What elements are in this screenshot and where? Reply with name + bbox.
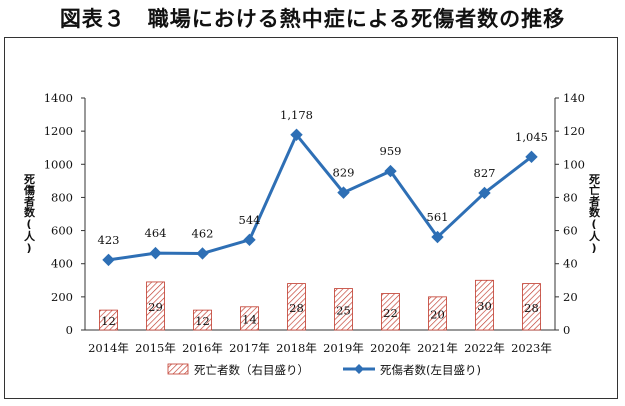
- line-point-marker: [525, 150, 538, 164]
- line-data-label: 464: [145, 226, 167, 240]
- line-point-marker: [243, 233, 256, 247]
- line-point-marker: [478, 186, 491, 200]
- chart-svg: 0 200 400 600 800 1000 1200 1400 0 20 40 60 80 100 120…: [23, 91, 602, 377]
- bar-deaths: [381, 293, 400, 331]
- y-left-tick-label: 1000: [44, 157, 73, 171]
- line-data-label: 462: [192, 226, 214, 240]
- line-point-marker: [431, 230, 444, 244]
- bar-deaths: [334, 288, 353, 331]
- bar-data-label: 20: [430, 307, 445, 321]
- line-point-marker: [290, 128, 303, 141]
- y-right-tick-label: 0: [563, 323, 570, 337]
- x-tick-label: 2014年: [88, 341, 129, 355]
- line-point-marker: [149, 246, 162, 260]
- y-right-tick-label: 100: [563, 157, 585, 171]
- line-point-marker: [102, 253, 115, 267]
- bar-deaths: [522, 283, 541, 331]
- y-right-tick-label: 60: [563, 224, 578, 238]
- legend-line-marker: [354, 364, 364, 374]
- line-data-label: 829: [333, 166, 355, 180]
- y-axis-right-title: 死亡者数(人): [588, 173, 602, 254]
- bar-data-label: 22: [383, 306, 398, 320]
- bar-data-label: 28: [289, 301, 304, 315]
- y-axis-left-title: 死傷者数(人): [23, 173, 37, 254]
- y-right-tick-label: 140: [563, 91, 585, 105]
- x-tick-label: 2019年: [323, 341, 364, 355]
- x-tick-label: 2018年: [276, 341, 317, 355]
- y-left-tick-label: 0: [66, 323, 73, 337]
- x-tick-label: 2022年: [464, 341, 505, 355]
- x-tick-label: 2023年: [511, 341, 552, 355]
- bar-deaths: [475, 279, 494, 331]
- bar-data-label: 12: [101, 314, 116, 328]
- bar-data-label: 28: [524, 301, 539, 315]
- line-data-label: 1,178: [280, 108, 313, 122]
- line-data-label: 544: [239, 213, 261, 227]
- bar-data-label: 14: [242, 312, 257, 326]
- x-tick-label: 2020年: [370, 341, 411, 355]
- line-point-marker: [384, 164, 397, 178]
- x-tick-label: 2015年: [135, 341, 176, 355]
- bar-deaths: [146, 281, 165, 331]
- x-tick-label: 2017年: [229, 341, 270, 355]
- y-right-tick-label: 20: [563, 290, 578, 304]
- legend-line-label: 死傷者数(左目盛り): [380, 363, 481, 377]
- bar-data-label: 29: [148, 300, 163, 314]
- y-left-tick-label: 200: [51, 290, 73, 304]
- y-left-tick-label: 400: [51, 257, 73, 271]
- legend-bar-label: 死亡者数（右目盛り）: [194, 363, 309, 377]
- y-right-tick-label: 40: [563, 257, 578, 271]
- chart-title: 図表３ 職場における熱中症による死傷者数の推移: [59, 7, 566, 31]
- line-data-label: 1,045: [515, 130, 548, 144]
- bar-data-label: 30: [477, 299, 492, 313]
- line-point-marker: [337, 186, 350, 199]
- series-line-casualties: [108, 133, 533, 262]
- y-right-tick-label: 80: [563, 190, 578, 204]
- bar-deaths: [287, 283, 306, 331]
- y-left-tick-label: 800: [51, 190, 73, 204]
- bar-data-label: 12: [195, 314, 210, 328]
- y-right-tick-label: 120: [563, 124, 585, 138]
- y-left-tick-label: 1400: [44, 91, 73, 105]
- chart-frame: 0 200 400 600 800 1000 1200 1400 0 20 40 60 80 100 120…: [4, 37, 618, 399]
- legend-bar-swatch: [167, 363, 189, 375]
- x-tick-label: 2016年: [182, 341, 223, 355]
- line-data-label: 827: [474, 166, 496, 180]
- line-point-marker: [196, 247, 209, 260]
- bar-deaths: [193, 309, 212, 331]
- x-tick-label: 2021年: [417, 341, 458, 355]
- bar-data-label: 25: [336, 303, 351, 317]
- y-left-tick-label: 1200: [44, 124, 73, 138]
- line-data-label: 423: [98, 233, 120, 247]
- plot-area: 0 200 400 600 800 1000 1200 1400 0 20 40 60 80 100 120…: [23, 91, 602, 377]
- bar-deaths: [428, 296, 447, 331]
- line-data-label: 959: [380, 144, 402, 158]
- bar-deaths: [240, 306, 259, 331]
- bar-deaths: [99, 309, 118, 331]
- y-left-tick-label: 600: [51, 224, 73, 238]
- line-data-label: 561: [427, 210, 449, 224]
